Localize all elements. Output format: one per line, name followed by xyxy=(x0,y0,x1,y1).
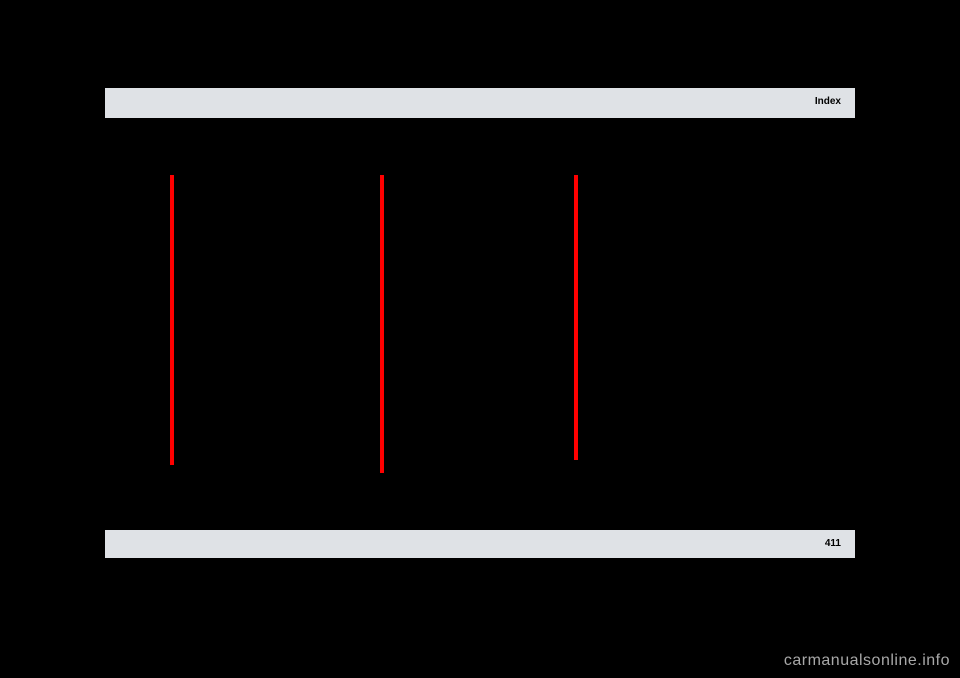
page-number: 411 xyxy=(825,538,841,549)
header-bar: Index xyxy=(105,88,855,118)
watermark-text: carmanualsonline.info xyxy=(784,652,950,670)
manual-page: Index 411 xyxy=(105,88,855,558)
footer-bar: 411 xyxy=(105,530,855,558)
column-divider-2 xyxy=(380,175,384,473)
column-divider-1 xyxy=(170,175,174,465)
header-label: Index xyxy=(815,96,841,107)
column-divider-3 xyxy=(574,175,578,460)
